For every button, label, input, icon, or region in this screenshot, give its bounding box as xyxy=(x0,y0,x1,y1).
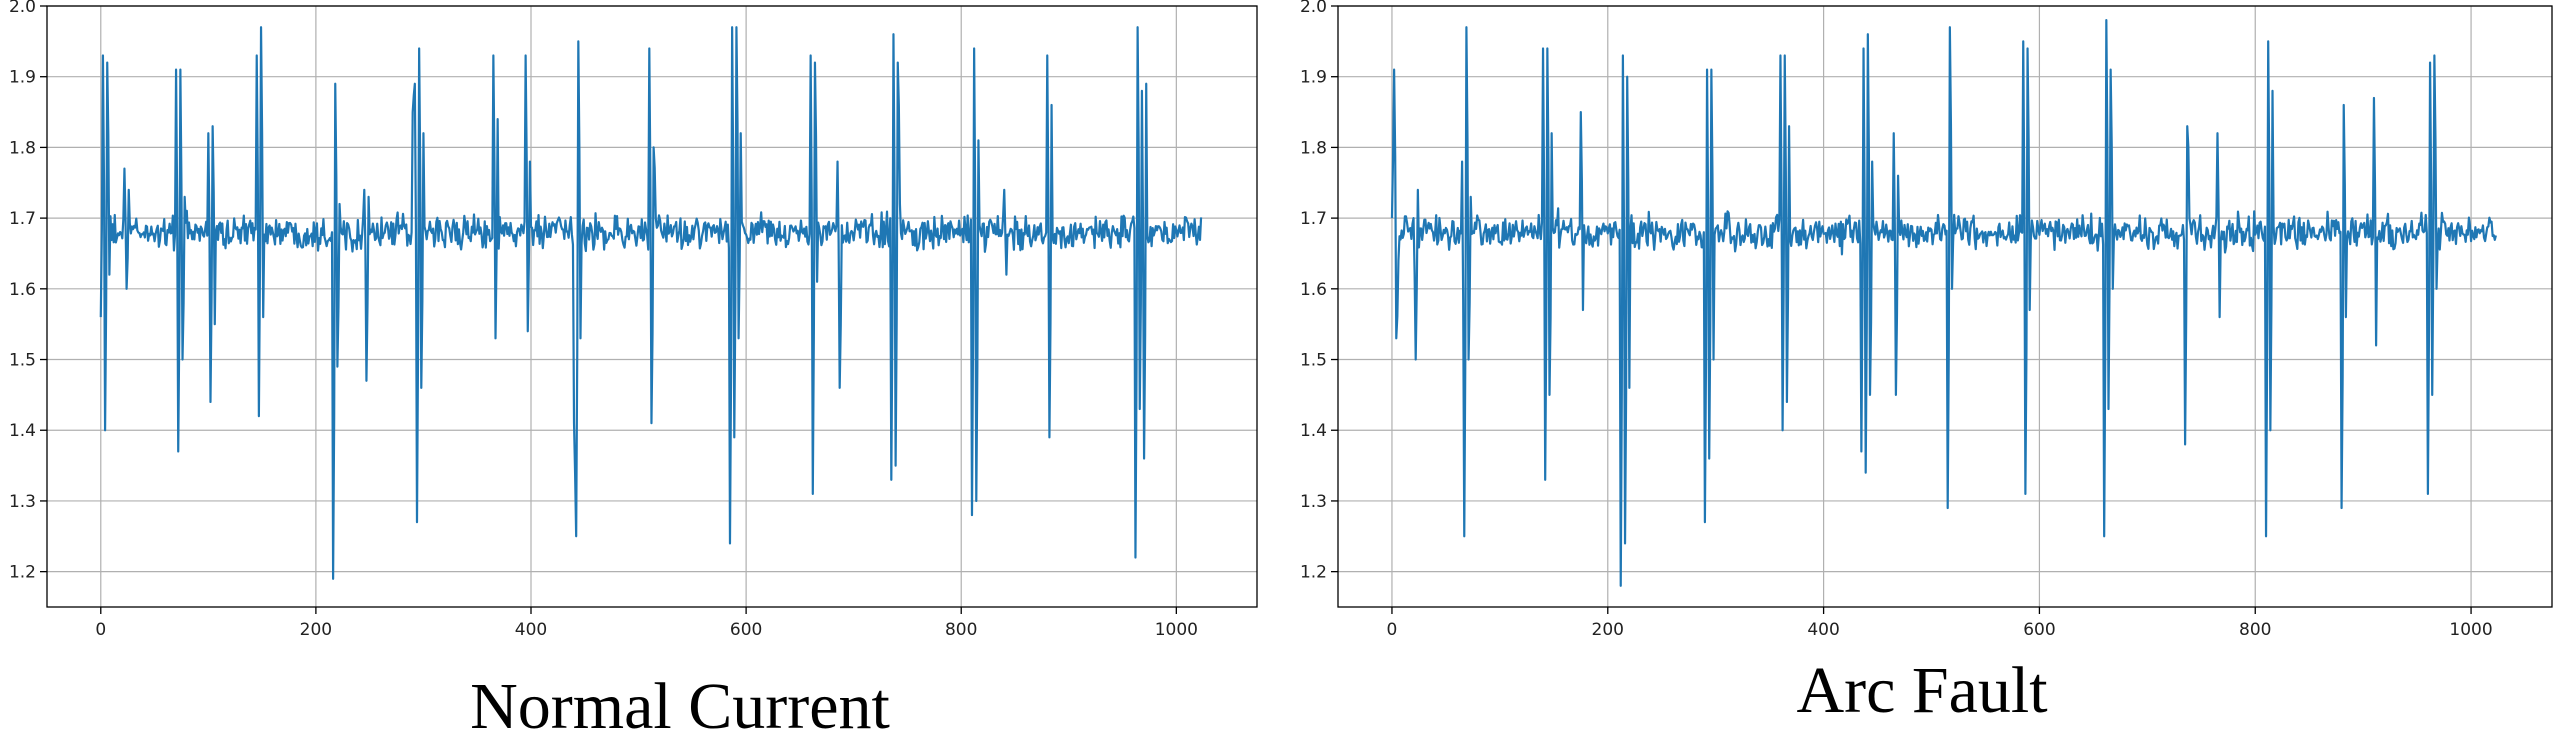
x-tick-label: 400 xyxy=(515,620,547,640)
y-tick-label: 1.7 xyxy=(1300,209,1327,229)
series-line xyxy=(1390,19,2497,587)
y-tick-label: 1.8 xyxy=(1300,138,1327,158)
x-tick-label: 400 xyxy=(1807,620,1839,640)
chart-panel-2: 0 200 400 600 800 1000 1.2 1.3 1.4 1.5 1.6 1.7 1.8 1.… xyxy=(1300,0,2553,727)
axes-frame xyxy=(1337,5,2553,608)
x-tick-label: 200 xyxy=(300,620,332,640)
y-tick-label: 1.5 xyxy=(9,351,36,371)
y-tick-label: 1.4 xyxy=(9,421,36,441)
y-tick-label: 1.3 xyxy=(9,492,36,512)
axes-frame xyxy=(46,5,1258,608)
y-tick-label: 2.0 xyxy=(9,0,36,17)
chart-panel-1: 0 200 400 600 800 1000 1.2 1.3 1.4 1.5 1.6 1.7 1.8 1.… xyxy=(9,0,1258,743)
y-tick-label: 1.3 xyxy=(1300,492,1327,512)
x-tick-label: 1000 xyxy=(2449,620,2492,640)
y-tick-label: 2.0 xyxy=(1300,0,1327,17)
y-tick-label: 1.9 xyxy=(1300,68,1327,88)
chart-caption: Arc Fault xyxy=(1796,654,2047,727)
x-tick-label: 0 xyxy=(95,620,106,640)
x-tick-label: 800 xyxy=(2239,620,2271,640)
x-tick-label: 1000 xyxy=(1155,620,1198,640)
y-tick-label: 1.6 xyxy=(1300,280,1327,300)
y-tick-label: 1.5 xyxy=(1300,351,1327,371)
x-tick-label: 600 xyxy=(2023,620,2055,640)
x-tick-label: 200 xyxy=(1592,620,1624,640)
y-tick-label: 1.7 xyxy=(9,209,36,229)
y-tick-label: 1.2 xyxy=(1300,563,1327,583)
x-tick-label: 0 xyxy=(1387,620,1398,640)
y-tick-label: 1.2 xyxy=(9,563,36,583)
y-tick-label: 1.4 xyxy=(1300,421,1327,441)
y-tick-label: 1.6 xyxy=(9,280,36,300)
x-tick-label: 600 xyxy=(730,620,762,640)
y-tick-label: 1.8 xyxy=(9,138,36,158)
y-tick-label: 1.9 xyxy=(9,68,36,88)
chart-caption: Normal Current xyxy=(470,670,890,743)
x-tick-label: 800 xyxy=(945,620,977,640)
series-line xyxy=(99,26,1203,580)
